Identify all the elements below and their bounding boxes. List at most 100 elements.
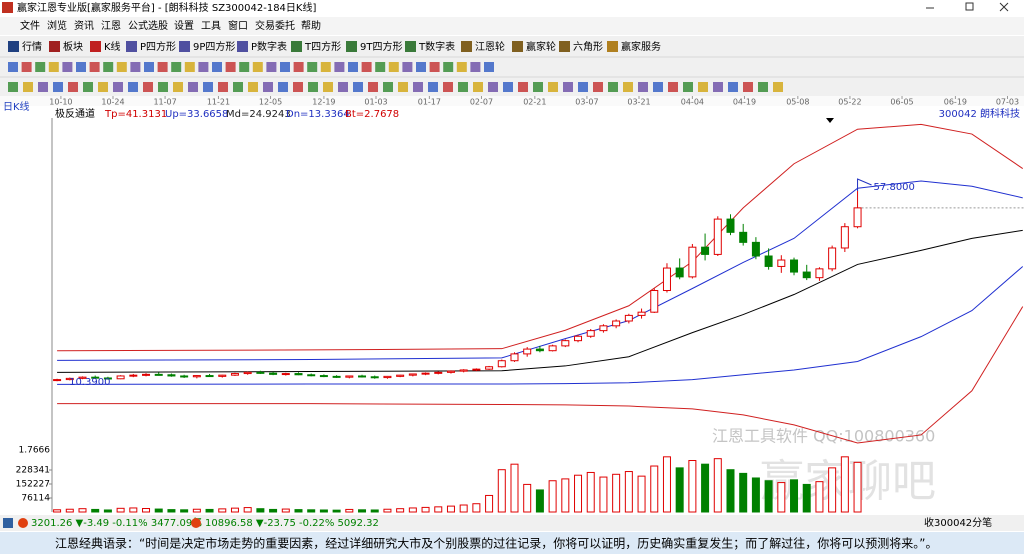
tool-icon[interactable] <box>143 82 153 92</box>
tool-icon[interactable] <box>130 62 141 72</box>
tool-icon[interactable] <box>158 82 168 92</box>
toolbar-button[interactable]: 行情 <box>22 40 42 53</box>
menu-item[interactable]: 浏览 <box>47 19 67 32</box>
maximize-button[interactable] <box>965 2 974 11</box>
menu-item[interactable]: 帮助 <box>301 19 321 32</box>
tool-icon[interactable] <box>248 82 258 92</box>
tool-icon[interactable] <box>252 62 263 72</box>
tool-icon[interactable] <box>456 62 467 72</box>
tool-icon[interactable] <box>743 82 753 92</box>
tool-icon[interactable] <box>263 82 273 92</box>
tool-icon[interactable] <box>443 62 454 72</box>
tool-icon[interactable] <box>608 82 618 92</box>
tool-icon[interactable] <box>83 82 93 92</box>
tool-icon[interactable] <box>48 62 59 72</box>
tool-icon[interactable] <box>416 62 426 72</box>
tool-icon[interactable] <box>23 82 33 92</box>
tool-icon[interactable] <box>320 62 331 72</box>
tool-icon[interactable] <box>623 82 633 92</box>
tool-icon[interactable] <box>280 62 290 72</box>
tool-icon[interactable] <box>53 82 63 92</box>
tool-icon[interactable] <box>173 82 183 92</box>
menu-item[interactable]: 窗口 <box>228 19 248 32</box>
toolbar-button[interactable]: P四方形 <box>140 40 176 53</box>
tool-icon[interactable] <box>773 82 783 92</box>
tool-icon[interactable] <box>307 62 318 72</box>
tool-icon[interactable] <box>470 62 481 72</box>
tool-icon[interactable] <box>758 82 768 92</box>
tool-icon[interactable] <box>383 82 393 92</box>
toolbar-button[interactable]: T四方形 <box>304 40 341 53</box>
tool-icon[interactable] <box>266 62 277 72</box>
toolbar-button[interactable]: 9T四方形 <box>360 40 402 53</box>
tool-icon[interactable] <box>398 82 408 92</box>
toolbar-button[interactable]: 赢家服务 <box>621 40 661 53</box>
tool-icon[interactable] <box>323 82 333 92</box>
menu-item[interactable]: 江恩 <box>101 20 121 32</box>
toolbar-button[interactable]: 江恩轮 <box>475 40 505 53</box>
tool-icon[interactable] <box>239 62 250 72</box>
tool-icon[interactable] <box>402 62 413 72</box>
tool-icon[interactable] <box>413 82 423 92</box>
tool-icon[interactable] <box>184 62 195 72</box>
tool-icon[interactable] <box>473 82 483 92</box>
tool-icon[interactable] <box>38 82 48 92</box>
tool-icon[interactable] <box>62 62 73 72</box>
tool-icon[interactable] <box>278 82 288 92</box>
tool-icon[interactable] <box>353 82 363 92</box>
toolbar-button[interactable]: 9P四方形 <box>193 40 235 53</box>
tool-icon[interactable] <box>35 62 46 72</box>
tool-icon[interactable] <box>443 82 453 92</box>
tool-icon[interactable] <box>668 82 678 92</box>
toolbar-button[interactable]: T数字表 <box>418 40 455 53</box>
tool-icon[interactable] <box>458 82 468 92</box>
toolbar-button[interactable]: 板块 <box>63 40 83 53</box>
tool-icon[interactable] <box>368 82 378 92</box>
tool-icon[interactable] <box>103 62 114 72</box>
tool-icon[interactable] <box>233 82 243 92</box>
tool-icon[interactable] <box>348 62 358 72</box>
tool-icon[interactable] <box>375 62 386 72</box>
tool-icon[interactable] <box>334 62 345 72</box>
tool-icon[interactable] <box>533 82 543 92</box>
tool-icon[interactable] <box>116 62 127 72</box>
menu-item[interactable]: 设置 <box>174 20 194 32</box>
tool-icon[interactable] <box>188 82 198 92</box>
tool-icon[interactable] <box>21 62 32 72</box>
toolbar-button[interactable]: 赢家轮 <box>526 40 556 53</box>
tool-icon[interactable] <box>338 82 348 92</box>
tool-icon[interactable] <box>225 62 236 72</box>
tool-icon[interactable] <box>144 62 154 72</box>
tool-icon[interactable] <box>503 82 513 92</box>
menu-item[interactable]: 公式选股 <box>128 19 168 32</box>
menu-item[interactable]: 工具 <box>201 20 221 32</box>
tool-icon[interactable] <box>89 62 100 72</box>
tool-icon[interactable] <box>653 82 663 92</box>
tool-icon[interactable] <box>728 82 738 92</box>
tool-icon[interactable] <box>593 82 603 92</box>
tool-icon[interactable] <box>548 82 558 92</box>
tool-icon[interactable] <box>484 62 494 72</box>
tool-icon[interactable] <box>713 82 723 92</box>
tool-icon[interactable] <box>8 82 18 92</box>
tool-icon[interactable] <box>563 82 573 92</box>
close-button[interactable] <box>999 2 1009 12</box>
toolbar-button[interactable]: P数字表 <box>251 40 287 53</box>
menu-item[interactable]: 交易委托 <box>255 19 295 32</box>
tool-icon[interactable] <box>212 62 222 72</box>
tool-icon[interactable] <box>8 62 18 72</box>
tool-icon[interactable] <box>488 82 498 92</box>
tool-icon[interactable] <box>198 62 209 72</box>
tool-icon[interactable] <box>308 82 318 92</box>
tool-icon[interactable] <box>293 82 303 92</box>
tool-icon[interactable] <box>428 82 438 92</box>
tool-icon[interactable] <box>698 82 708 92</box>
toolbar-button[interactable]: 六角形 <box>573 41 603 53</box>
tool-icon[interactable] <box>113 82 123 92</box>
tool-icon[interactable] <box>68 82 78 92</box>
toolbar-button[interactable]: K线 <box>104 40 121 53</box>
menu-item[interactable]: 资讯 <box>74 20 94 32</box>
tool-icon[interactable] <box>578 82 588 92</box>
tool-icon[interactable] <box>388 62 399 72</box>
tool-icon[interactable] <box>203 82 213 92</box>
